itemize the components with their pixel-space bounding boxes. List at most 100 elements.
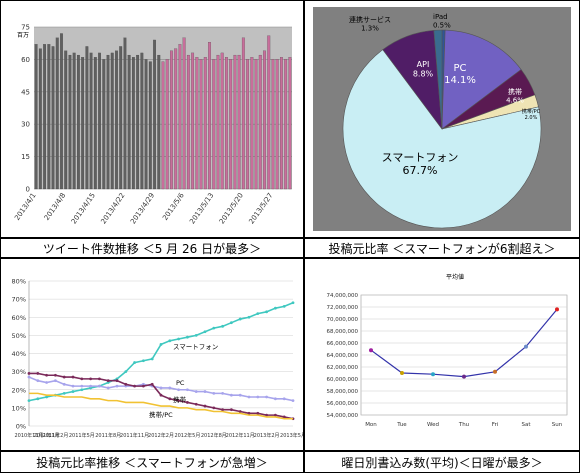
y-tick-label: 58,000,000: [327, 389, 359, 395]
point-PC: [194, 390, 198, 393]
point-携帯: [62, 375, 66, 379]
bar-2013/5/8: [191, 52, 195, 190]
point-携帯: [230, 408, 233, 412]
bar-2013/4/2: [38, 48, 42, 190]
y-tick-label: 60%: [12, 314, 26, 322]
bar-2013/4/6: [55, 37, 59, 190]
point-PC: [247, 395, 251, 399]
point-携帯: [212, 406, 216, 410]
series-label-スマートフォン: スマートフォン: [173, 343, 218, 351]
bar-2013/5/27: [271, 59, 275, 190]
bar-2013/4/17: [102, 59, 106, 190]
point-スマートフォン: [274, 306, 277, 310]
x-tick-label: 2011年8月: [95, 432, 121, 439]
y-tick-label: 60: [21, 56, 30, 64]
pie-slice-スマートフォン: [342, 49, 542, 229]
bar-2013/5/14: [216, 54, 220, 190]
y-tick-label: 75: [21, 24, 30, 32]
point-スマートフォン: [256, 312, 260, 316]
point-携帯: [203, 404, 207, 408]
point-スマートフォン: [194, 333, 198, 337]
bar-2013/5/9: [195, 57, 199, 190]
point-PC: [36, 379, 40, 383]
point-PC: [186, 388, 189, 392]
point-PC: [106, 386, 110, 390]
point-携帯: [274, 413, 277, 417]
point-携帯: [150, 382, 154, 386]
pie-label-スマートフォン: スマートフォン 67.7%: [382, 151, 459, 177]
point-PC: [274, 397, 277, 401]
bar-2013/5/21: [246, 59, 250, 190]
point-携帯: [124, 382, 128, 386]
bar-2013/4/8: [64, 50, 68, 190]
point-Thu: [462, 374, 466, 379]
bar-2013/5/19: [237, 54, 241, 190]
bar-2013/5/3: [170, 50, 173, 190]
y-tick-label: 64,000,000: [327, 353, 359, 359]
y-tick-label: 0%: [16, 423, 26, 431]
bar-2013/5/22: [250, 57, 254, 190]
bar-2013/4/28: [148, 61, 152, 190]
point-PC: [62, 382, 66, 386]
point-PC: [256, 395, 260, 399]
bar-2013/4/23: [127, 54, 131, 190]
bar-2013/4/21: [119, 46, 123, 190]
point-携帯: [71, 375, 75, 379]
x-tick-label: Mon: [365, 422, 377, 428]
point-PC: [27, 375, 31, 379]
y-tick-label: 45: [21, 88, 30, 96]
bar-2013/4/16: [98, 52, 101, 190]
x-tick-label: Tue: [396, 422, 407, 428]
weekday-line-chart: 平均値 54,000,000 56,000,000 58,000,000 60,000…: [305, 259, 579, 450]
bar-2013/4/29: [153, 39, 156, 190]
point-PC: [45, 381, 48, 384]
point-携帯: [265, 413, 268, 417]
x-tick-label: 2012年11月: [226, 432, 255, 439]
bar-2013/4/4: [47, 44, 51, 190]
bar-2013/4/13: [85, 46, 89, 190]
x-tick-label: Thu: [458, 422, 469, 428]
bar-2013/4/25: [136, 54, 140, 190]
point-スマートフォン: [203, 330, 207, 334]
point-スマートフォン: [133, 361, 137, 364]
point-スマートフォン: [27, 399, 31, 403]
point-携帯: [221, 408, 225, 412]
pie-label-携帯: 携帯 4.6%: [506, 87, 524, 104]
point-携帯: [133, 384, 137, 388]
point-スマートフォン: [45, 395, 48, 399]
series-label-PC: PC: [176, 379, 185, 387]
pie-slice-連携サービス: [433, 29, 443, 130]
point-スマートフォン: [168, 339, 172, 343]
point-スマートフォン: [80, 388, 84, 392]
bar-2013/4/18: [106, 54, 110, 190]
y-tick-label: 60,000,000: [327, 377, 359, 383]
bar-2013/5/10: [199, 59, 203, 190]
bar-2013/4/9: [68, 54, 72, 190]
bar-2013/5/5: [178, 44, 182, 190]
point-携帯: [159, 393, 163, 397]
point-Fri: [493, 369, 497, 374]
y-tick-label: 0: [26, 186, 30, 194]
point-スマートフォン: [159, 343, 163, 346]
source-ratio-pie-chart: iPad 0.5% PC 14.1% 携帯 4.6% 携帯/PC 2.0% スマートフォン 67.…: [313, 7, 571, 231]
point-PC: [291, 399, 295, 403]
point-PC: [71, 384, 75, 388]
x-tick-label: Sun: [552, 422, 563, 428]
bar-2013/5/25: [263, 50, 266, 190]
y-tick-label: 62,000,000: [327, 365, 359, 371]
point-PC: [177, 388, 181, 392]
point-PC: [89, 384, 92, 388]
bar-2013/5/6: [182, 37, 186, 190]
bar-2013/5/2: [165, 59, 169, 190]
bar-2013/4/14: [89, 52, 93, 190]
x-tick-label: Fri: [492, 422, 499, 428]
point-Mon: [369, 348, 373, 353]
y-tick-label: 80%: [12, 278, 26, 286]
bar-2013/4/30: [157, 54, 161, 190]
bar-2013/4/3: [43, 44, 46, 190]
y-tick-label: 74,000,000: [327, 293, 359, 299]
y-tick-label: 10%: [12, 404, 26, 412]
point-PC: [282, 397, 286, 401]
x-tick-label: 2011年2月: [42, 432, 68, 439]
